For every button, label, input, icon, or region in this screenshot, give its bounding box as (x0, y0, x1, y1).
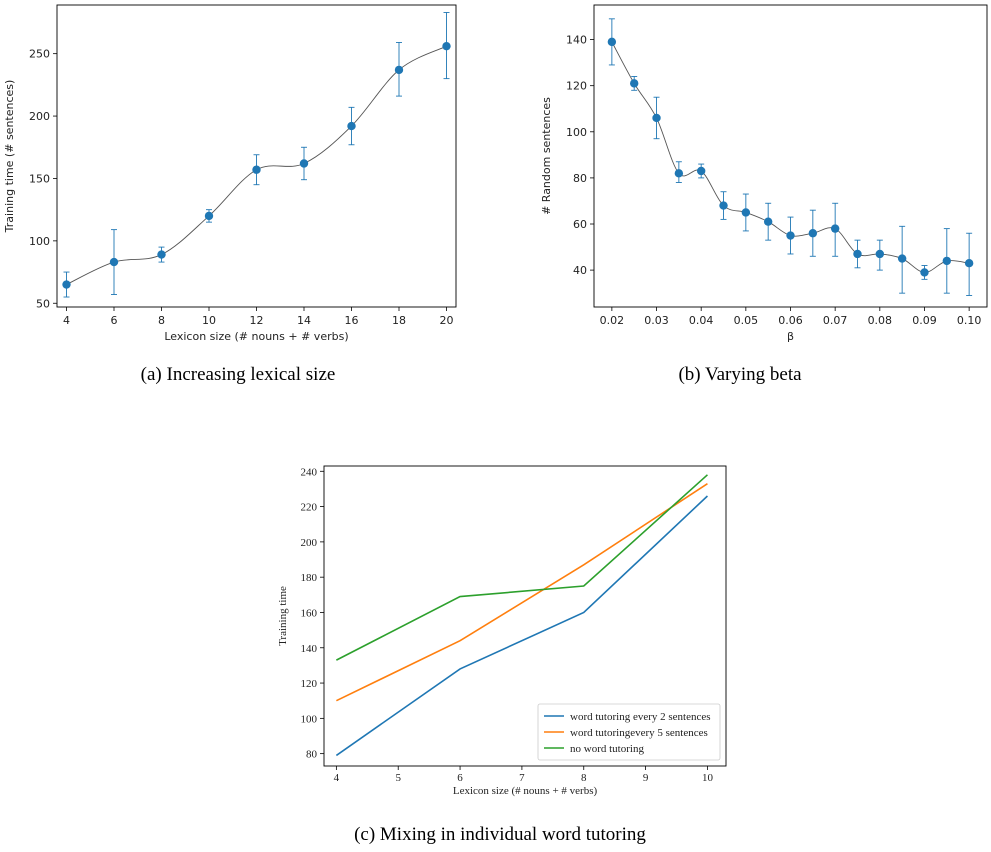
data-point (897, 254, 907, 263)
legend-label: word tutoringevery 5 sentences (570, 727, 708, 739)
x-axis-label: Lexicon size (# nouns + # verbs) (453, 785, 598, 797)
y-tick-label: 100 (29, 235, 50, 248)
y-tick-label: 220 (301, 502, 318, 514)
caption-b: (b) Varying beta (678, 364, 802, 385)
x-tick-label: 5 (395, 772, 401, 784)
y-tick-label: 80 (306, 749, 318, 761)
x-tick-label: 18 (392, 314, 406, 327)
chart-word-tutoring: 4 5 6 7 8 9 10 80 100 120 140 160 180 200 220 240 word t… (277, 465, 727, 797)
data-point (347, 121, 356, 131)
y-tick-label: 80 (573, 172, 587, 185)
y-tick-label: 140 (301, 643, 318, 655)
data-point (299, 159, 309, 168)
series-line (335, 495, 708, 757)
y-tick-label: 160 (301, 607, 318, 619)
data-point (607, 37, 617, 47)
x-tick-label: 4 (63, 314, 70, 327)
x-tick-label: 8 (581, 772, 587, 784)
legend-label: word tutoring every 2 sentences (570, 711, 711, 723)
plot-frame (323, 465, 727, 767)
caption-a: (a) Increasing lexical size (140, 364, 336, 385)
data-point (719, 201, 728, 210)
y-tick-label: 100 (301, 713, 318, 725)
data-point (942, 256, 952, 266)
series-line (336, 482, 708, 702)
data-point (629, 79, 639, 88)
plot-frame (593, 4, 988, 308)
y-tick-label: 200 (301, 537, 318, 549)
data-point (830, 224, 840, 233)
chart-lexical-size: 4 6 8 10 12 14 16 18 20 50 100 150 200 250 Lexicon siz… (3, 4, 457, 343)
y-tick-label: 240 (301, 466, 318, 478)
data-point (252, 165, 261, 174)
y-axis-label: # Random sentences (540, 97, 553, 215)
x-tick-label: 0.10 (957, 314, 982, 327)
x-tick-label: 0.07 (823, 314, 848, 327)
y-tick-label: 40 (573, 264, 587, 277)
legend-box (537, 703, 721, 761)
series-line (336, 474, 708, 661)
data-point (394, 65, 404, 75)
x-tick-label: 10 (202, 314, 216, 327)
x-axis-label: β (787, 330, 794, 343)
x-tick-label: 8 (158, 314, 165, 327)
data-point (786, 231, 795, 240)
x-tick-label: 6 (457, 772, 463, 784)
data-point (920, 268, 929, 277)
data-point (442, 41, 451, 51)
data-point (853, 249, 862, 259)
data-point (157, 250, 166, 259)
legend-label: no word tutoring (570, 743, 644, 755)
data-point (875, 249, 885, 259)
data-point (696, 166, 706, 176)
x-tick-label: 20 (440, 314, 454, 327)
y-tick-label: 120 (566, 80, 587, 93)
x-tick-label: 0.08 (868, 314, 893, 327)
x-tick-label: 0.09 (912, 314, 937, 327)
y-tick-label: 50 (36, 297, 50, 310)
y-tick-label: 180 (301, 572, 318, 584)
y-tick-label: 100 (566, 126, 587, 139)
y-tick-label: 140 (566, 34, 587, 47)
y-tick-label: 150 (29, 172, 50, 185)
x-tick-label: 0.03 (644, 314, 669, 327)
x-tick-label: 16 (345, 314, 359, 327)
x-tick-label: 14 (297, 314, 311, 327)
x-tick-label: 9 (643, 772, 649, 784)
x-tick-label: 0.02 (600, 314, 625, 327)
caption-c: (c) Mixing in individual word tutoring (354, 824, 646, 845)
data-point (674, 169, 684, 178)
x-tick-label: 7 (519, 772, 525, 784)
data-point (204, 211, 214, 221)
x-tick-label: 10 (702, 772, 714, 784)
data-point (62, 280, 71, 289)
x-tick-label: 6 (111, 314, 118, 327)
x-axis-label: Lexicon size (# nouns + # verbs) (164, 330, 348, 343)
chart-varying-beta: 0.02 0.03 0.04 0.05 0.06 0.07 0.08 0.09 0.10 40 60… (540, 4, 988, 343)
y-axis-label: Training time (277, 586, 289, 646)
y-tick-label: 200 (29, 110, 50, 123)
data-point (109, 257, 119, 267)
x-tick-label: 4 (334, 772, 340, 784)
data-point (652, 113, 661, 123)
y-tick-label: 60 (573, 218, 587, 231)
data-point (964, 258, 974, 268)
y-tick-label: 120 (301, 678, 318, 690)
y-tick-label: 250 (29, 48, 50, 61)
data-point (808, 229, 818, 238)
data-point (763, 217, 773, 226)
x-tick-label: 0.06 (778, 314, 803, 327)
x-tick-label: 12 (250, 314, 264, 327)
y-axis-label: Training time (# sentences) (3, 80, 16, 234)
data-point (741, 208, 751, 217)
x-tick-label: 0.05 (734, 314, 759, 327)
x-tick-label: 0.04 (689, 314, 714, 327)
